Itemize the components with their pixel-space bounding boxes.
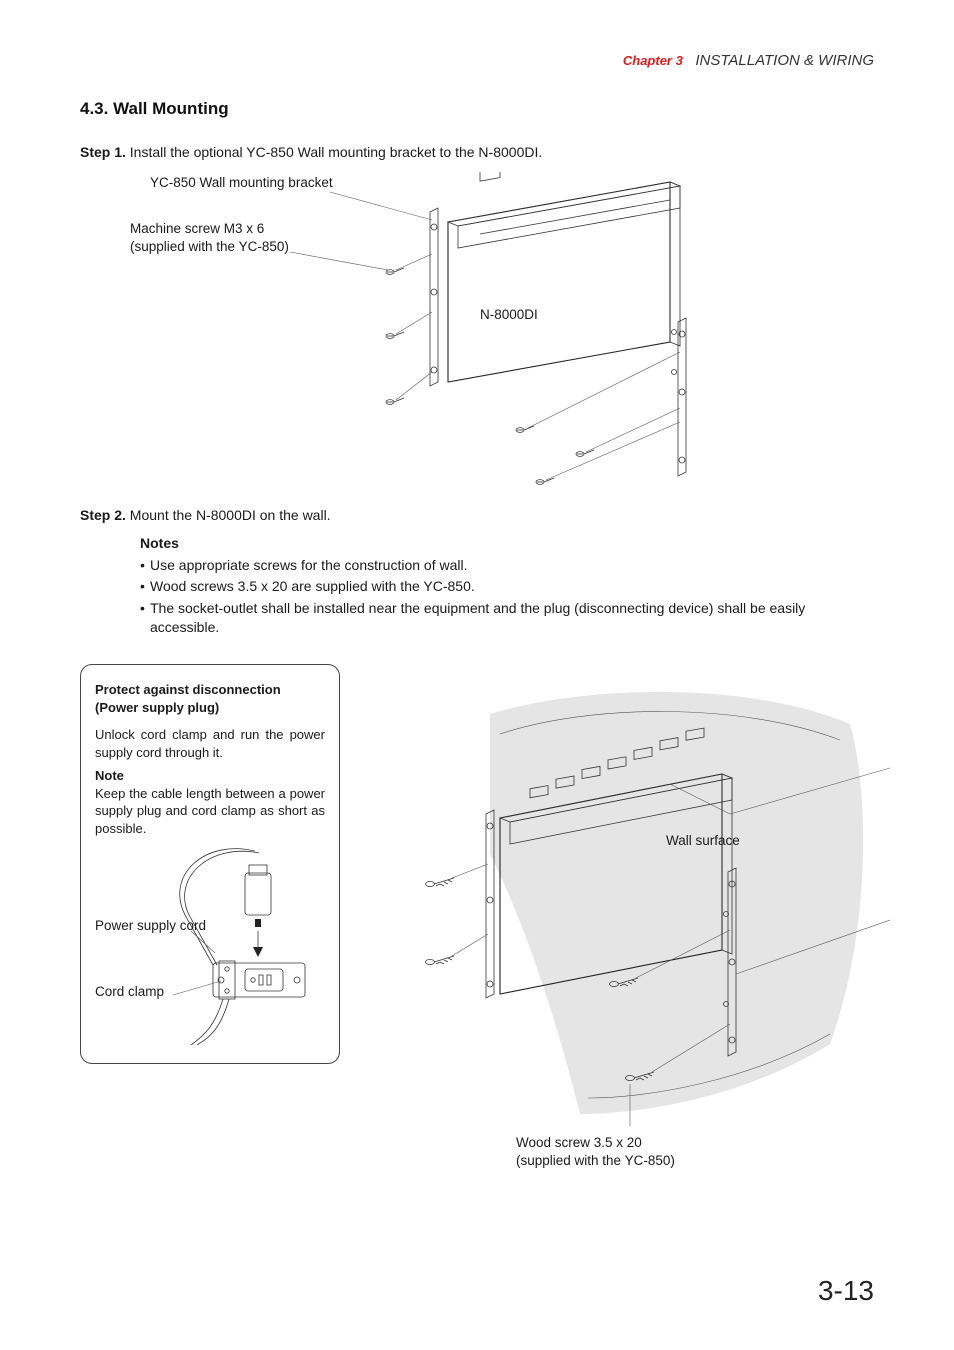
step2-label: Step 2.: [80, 507, 126, 523]
label-cord-clamp: Cord clamp: [95, 983, 164, 1001]
step-2: Step 2. Mount the N-8000DI on the wall.: [80, 506, 874, 526]
box-para: Unlock cord clamp and run the power supp…: [95, 726, 325, 761]
fig1-bracket-label: YC-850 Wall mounting bracket: [150, 174, 333, 192]
figure-2: Protect against disconnection ((Power su…: [80, 664, 874, 1184]
step1-label: Step 1.: [80, 144, 126, 160]
step1-text: Install the optional YC-850 Wall mountin…: [130, 144, 542, 160]
notes-heading: Notes: [140, 534, 874, 554]
fig1-device-label: N-8000DI: [480, 306, 538, 324]
chapter-title: INSTALLATION & WIRING: [695, 52, 874, 69]
page-number: 3-13: [818, 1271, 874, 1310]
figure-1: YC-850 Wall mounting bracket Machine scr…: [80, 172, 874, 492]
note-item: The socket-outlet shall be installed nea…: [140, 599, 874, 638]
notes-list: Use appropriate screws for the construct…: [140, 556, 874, 638]
step2-text: Mount the N-8000DI on the wall.: [130, 507, 331, 523]
box-note-heading: Note: [95, 767, 325, 785]
step-1: Step 1. Install the optional YC-850 Wall…: [80, 143, 874, 163]
note-item: Wood screws 3.5 x 20 are supplied with t…: [140, 577, 874, 597]
chapter-label: Chapter 3: [623, 53, 683, 68]
label-power-cord: Power supply cord: [95, 917, 206, 935]
running-header: Chapter 3 INSTALLATION & WIRING: [80, 50, 874, 71]
box-note-body: Keep the cable length between a power su…: [95, 785, 325, 838]
disconnection-box: Protect against disconnection ((Power su…: [80, 664, 340, 1064]
section-heading: 4.3. Wall Mounting: [80, 97, 874, 121]
box-title: Protect against disconnection ((Power su…: [95, 681, 325, 716]
fig2-screw-label: Wood screw 3.5 x 20 (supplied with the Y…: [516, 1134, 675, 1169]
fig1-screw-label: Machine screw M3 x 6 (supplied with the …: [130, 220, 289, 255]
fig2-wall-label: Wall surface: [666, 832, 740, 850]
note-item: Use appropriate screws for the construct…: [140, 556, 874, 576]
